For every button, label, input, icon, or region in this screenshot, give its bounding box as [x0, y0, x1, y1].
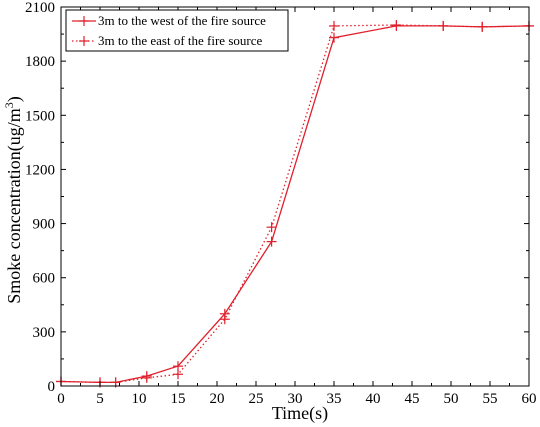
legend-label-2: 3m to the east of the fire source	[98, 33, 262, 48]
series-2-line	[60, 24, 530, 384]
legend: 3m to the west of the fire source 3m to t…	[65, 9, 289, 52]
x-tick-label: 35	[327, 391, 342, 407]
legend-label-1: 3m to the west of the fire source	[98, 13, 266, 28]
x-axis-title: Time(s)	[272, 403, 328, 424]
y-axis-title: Smoke concentration(ug/m3)	[2, 96, 25, 303]
series-2-point	[219, 314, 230, 325]
x-tick-label: 10	[132, 391, 147, 407]
y-axis-title-main: Smoke concentration(ug/m	[4, 108, 25, 303]
x-tick-label: 55	[483, 391, 498, 407]
series-2-point	[438, 20, 449, 31]
series-2-point	[173, 369, 183, 380]
legend-marker-1	[79, 16, 89, 26]
series-2-point	[329, 20, 339, 31]
plot-frame	[60, 6, 530, 387]
y-tick-label: 2100	[25, 0, 55, 16]
y-axis-title-superscript: 3	[2, 102, 16, 108]
series-1	[56, 20, 534, 388]
x-tick-label: 50	[444, 391, 459, 407]
series-2-point	[141, 372, 152, 383]
y-tick-label: 600	[33, 271, 56, 287]
series-2-point	[477, 21, 488, 32]
series-1-point	[266, 236, 277, 247]
x-tick-label: 5	[96, 391, 104, 407]
y-tick-label: 1500	[25, 108, 55, 124]
x-tick-label: 0	[57, 391, 65, 407]
series-1-line	[60, 25, 530, 384]
y-tick-label: 0	[48, 379, 56, 395]
x-tick-label: 40	[366, 391, 381, 407]
y-tick-label: 1200	[25, 162, 55, 178]
x-tick-label: 20	[210, 391, 225, 407]
x-tick-label: 25	[249, 391, 264, 407]
legend-marker-2	[79, 36, 89, 46]
legend-box	[65, 9, 289, 52]
y-axis-title-close: )	[4, 96, 25, 102]
series-1-point	[329, 32, 339, 43]
series-2-point	[391, 20, 402, 31]
axes: 0 5 10 15 20 25 30 35 40 45 50 55 600300600900120015…	[25, 0, 537, 407]
x-tick-label: 60	[522, 391, 537, 407]
y-tick-label: 900	[33, 217, 56, 233]
y-tick-label: 300	[33, 325, 56, 341]
x-tick-label: 30	[288, 391, 303, 407]
plot-area	[56, 20, 534, 388]
series-2-point	[266, 222, 277, 233]
x-tick-label: 15	[171, 391, 186, 407]
y-tick-label: 1800	[25, 54, 55, 70]
series-2	[56, 20, 534, 388]
x-tick-label: 45	[405, 391, 420, 407]
